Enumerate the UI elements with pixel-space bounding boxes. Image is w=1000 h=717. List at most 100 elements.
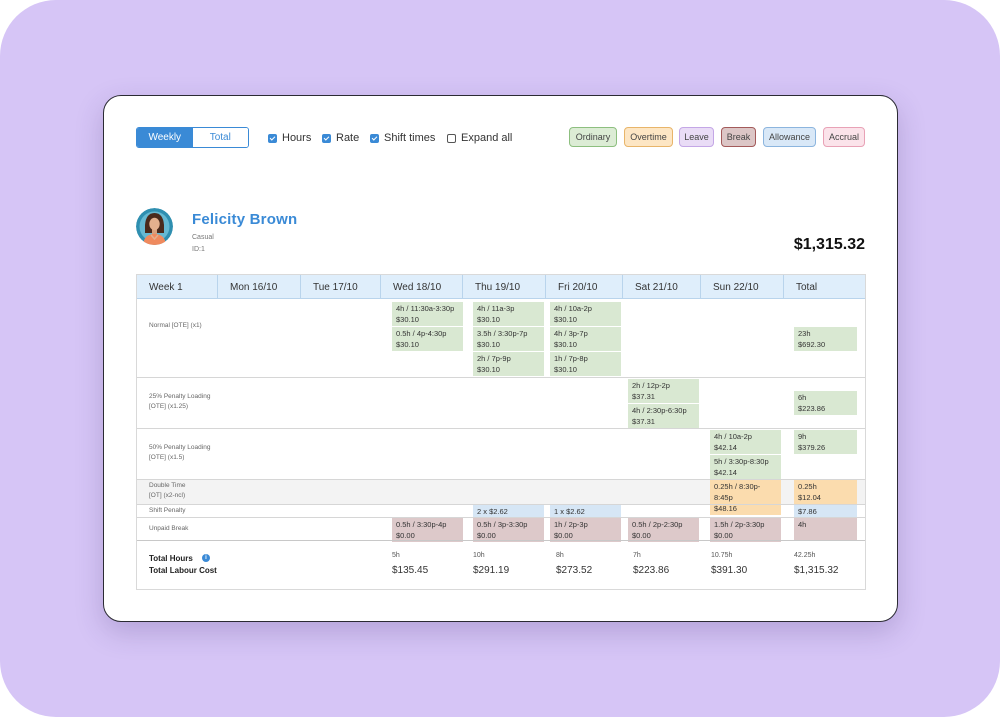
row-label-line: [OTE] (x1.5) (149, 454, 185, 461)
expand-all-label: Expand all (461, 132, 513, 144)
footer-hours: 7h (633, 552, 641, 559)
row-divider (137, 479, 865, 480)
cell-time: 0.5h / 3p-3:30p (477, 520, 528, 529)
shift-cell[interactable]: 2h / 12p-2p $37.31 (628, 379, 699, 403)
cell-time: 1h / 7p-8p (554, 354, 588, 363)
cell-amount: $0.00 (396, 531, 415, 540)
shift-cell[interactable]: 0.25h / 8:30p-8:45p $48.16 (710, 480, 781, 515)
break-cell[interactable]: 0.5h / 2p-2:30p $0.00 (628, 518, 699, 542)
cell-amount: $0.00 (554, 531, 573, 540)
avatar (136, 208, 173, 245)
row-label-double-time: Double Time [OT] (x2-ncl) (149, 481, 186, 501)
shift-cell[interactable]: 4h / 11a-3p $30.10 (473, 302, 544, 326)
cell-amount: $0.00 (714, 531, 733, 540)
cell-time: 4h / 11a-3p (477, 304, 515, 313)
col-mon: Mon 16/10 (217, 275, 300, 299)
col-sat: Sat 21/10 (622, 275, 700, 299)
shift-cell[interactable]: 2h / 7p-9p $30.10 (473, 352, 544, 376)
break-cell[interactable]: 0.5h / 3p-3:30p $0.00 (473, 518, 544, 542)
cell-amount: $30.10 (396, 315, 419, 324)
checkbox-checked-icon (370, 133, 379, 143)
footer-cost: $273.52 (556, 565, 593, 576)
shift-cell[interactable]: 1h / 7p-8p $30.10 (550, 352, 621, 376)
row-total-cell: 4h (794, 518, 857, 540)
cell-amount: $30.10 (554, 340, 577, 349)
total-tab[interactable]: Total (192, 128, 248, 147)
legend-break: Break (721, 127, 756, 147)
table-header: Week 1 Mon 16/10 Tue 17/10 Wed 18/10 Thu… (137, 275, 865, 299)
row-divider (137, 428, 865, 429)
footer-cost: $223.86 (633, 565, 670, 576)
legend-overtime: Overtime (624, 127, 673, 147)
row-label-line: Double Time (149, 482, 186, 489)
cell-time: 4h / 10a-2p (714, 432, 752, 441)
col-total: Total (783, 275, 865, 299)
footer-cost: $291.19 (473, 565, 510, 576)
row-label-unpaid-break: Unpaid Break (149, 525, 189, 532)
row-label-50-penalty: 50% Penalty Loading [OTE] (x1.5) (149, 443, 210, 463)
row-label-shift-penalty: Shift Penalty (149, 507, 186, 514)
shift-cell[interactable]: 4h / 10a-2p $30.10 (550, 302, 621, 326)
legend-ordinary: Ordinary (569, 127, 617, 147)
cell-time: 3.5h / 3:30p-7p (477, 329, 528, 338)
cell-amount: $12.04 (798, 493, 821, 502)
shift-cell[interactable]: 3.5h / 3:30p-7p $30.10 (473, 327, 544, 351)
row-total-cell: 9h $379.26 (794, 430, 857, 454)
cell-amount: $0.00 (632, 531, 651, 540)
col-week: Week 1 (149, 281, 183, 293)
shift-cell[interactable]: 4h / 10a-2p $42.14 (710, 430, 781, 454)
row-total-cell: $7.86 (794, 505, 857, 518)
cell-hours: 0.25h (798, 482, 817, 491)
cell-time: 0.5h / 4p-4:30p (396, 329, 447, 338)
expand-all-checkbox[interactable]: Expand all (447, 132, 512, 144)
allowance-cell[interactable]: 1 x $2.62 (550, 505, 621, 518)
employee-name[interactable]: Felicity Brown (192, 211, 298, 228)
footer-hours: 8h (556, 552, 564, 559)
row-label-25-penalty: 25% Penalty Loading [OTE] (x1.25) (149, 392, 210, 412)
cell-time: 0.5h / 3:30p-4p (396, 520, 447, 529)
cell-time: 1.5h / 2p-3:30p (714, 520, 765, 529)
cell-amount: $223.86 (798, 404, 826, 413)
checkbox-checked-icon (268, 133, 277, 143)
cell-amount: $37.31 (632, 417, 655, 426)
footer-cost: $135.45 (392, 565, 429, 576)
footer-cost: $1,315.32 (794, 565, 839, 576)
timesheet-table: Week 1 Mon 16/10 Tue 17/10 Wed 18/10 Thu… (136, 274, 866, 590)
cell-amount: $0.00 (477, 531, 496, 540)
shift-cell[interactable]: 4h / 2:30p-6:30p $37.31 (628, 404, 699, 428)
break-cell[interactable]: 0.5h / 3:30p-4p $0.00 (392, 518, 463, 542)
rate-checkbox[interactable]: Rate (322, 132, 359, 144)
col-wed: Wed 18/10 (380, 275, 462, 299)
shift-cell[interactable]: 4h / 11:30a-3:30p $30.10 (392, 302, 463, 326)
checkbox-unchecked-icon (447, 133, 456, 143)
shift-times-checkbox[interactable]: Shift times (370, 132, 435, 144)
employee-total-cost: $1,315.32 (793, 236, 865, 253)
cell-time: 0.5h / 2p-2:30p (632, 520, 683, 529)
info-icon[interactable]: i (202, 554, 210, 562)
hours-checkbox[interactable]: Hours (268, 132, 311, 144)
cell-amount: $379.26 (798, 443, 826, 452)
shift-cell[interactable]: 4h / 3p-7p $30.10 (550, 327, 621, 351)
row-divider (137, 540, 865, 541)
cell-time: 2h / 7p-9p (477, 354, 511, 363)
break-cell[interactable]: 1h / 2p-3p $0.00 (550, 518, 621, 542)
view-toggle: Weekly Total (136, 127, 249, 148)
row-total-cell: 23h $692.30 (794, 327, 857, 351)
employee-type: Casual (192, 234, 214, 241)
allowance-cell[interactable]: 2 x $2.62 (473, 505, 544, 518)
weekly-tab[interactable]: Weekly (137, 128, 193, 147)
cell-time: 4h / 10a-2p (554, 304, 592, 313)
cell-amount: $30.10 (477, 365, 500, 374)
cell-time: 2h / 12p-2p (632, 381, 670, 390)
shift-cell[interactable]: 5h / 3:30p-8:30p $42.14 (710, 455, 781, 479)
break-cell[interactable]: 1.5h / 2p-3:30p $0.00 (710, 518, 781, 542)
row-total-cell: 0.25h $12.04 (794, 480, 857, 504)
cell-amount: $30.10 (396, 340, 419, 349)
cell-hours: 6h (798, 393, 807, 402)
cell-amount: $30.10 (554, 365, 577, 374)
cell-time: 1h / 2p-3p (554, 520, 588, 529)
footer-hours: 5h (392, 552, 400, 559)
total-hours-label: Total Hours (149, 554, 193, 563)
shift-cell[interactable]: 0.5h / 4p-4:30p $30.10 (392, 327, 463, 351)
total-labour-cost-label: Total Labour Cost (149, 566, 217, 575)
